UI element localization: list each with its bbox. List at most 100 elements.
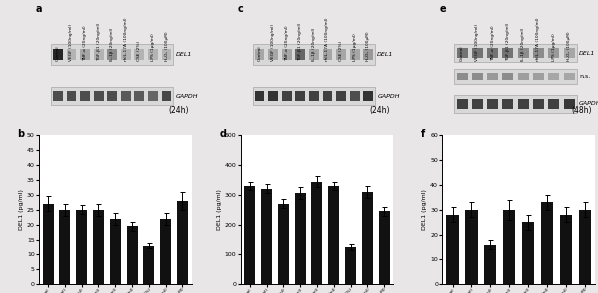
Bar [76, 210, 87, 284]
Text: LPS (1μg/ml): LPS (1μg/ml) [151, 33, 155, 61]
Bar [161, 49, 172, 60]
Bar [336, 49, 346, 60]
Text: GAPDH: GAPDH [176, 94, 198, 99]
Bar [548, 48, 559, 58]
Bar [121, 49, 131, 60]
Bar [110, 219, 121, 284]
Bar [487, 99, 498, 108]
Bar [362, 192, 373, 284]
Bar [278, 204, 289, 284]
Text: CSE (2%): CSE (2%) [138, 41, 141, 61]
Bar [472, 73, 483, 81]
Bar [80, 91, 90, 101]
Text: CSE (2%): CSE (2%) [339, 41, 343, 61]
Bar [94, 91, 103, 101]
Bar [518, 48, 529, 58]
Bar [472, 99, 483, 108]
Bar [447, 215, 459, 284]
Text: IL-1β (20ng/ml): IL-1β (20ng/ml) [312, 28, 316, 61]
Bar [522, 222, 534, 284]
Bar [350, 49, 359, 60]
Bar [336, 91, 346, 101]
Text: VEGF (100ng/ml): VEGF (100ng/ml) [271, 24, 275, 61]
Text: TGF-β1 (20ng/ml): TGF-β1 (20ng/ml) [298, 23, 303, 61]
Bar [560, 215, 572, 284]
Bar [282, 91, 292, 101]
Bar [42, 204, 54, 284]
Bar [66, 91, 77, 101]
Text: Control: Control [258, 45, 261, 61]
Bar [53, 49, 63, 60]
Bar [107, 91, 117, 101]
Bar [548, 73, 559, 81]
Text: DEL1: DEL1 [176, 52, 192, 57]
Bar [533, 73, 544, 81]
Text: (24h): (24h) [370, 106, 390, 115]
Bar [465, 210, 478, 284]
Text: H₂O₂ (100μM): H₂O₂ (100μM) [366, 31, 370, 61]
Bar [379, 211, 389, 284]
Bar [533, 99, 544, 108]
Bar [322, 91, 332, 101]
Bar [503, 210, 515, 284]
Bar [518, 73, 529, 81]
Bar [454, 69, 576, 84]
Bar [457, 48, 468, 58]
Text: GAPDH: GAPDH [579, 101, 598, 106]
Text: VEGF (100ng/ml): VEGF (100ng/ml) [475, 24, 480, 61]
Text: Control: Control [460, 45, 464, 61]
Bar [253, 44, 375, 64]
Bar [345, 247, 356, 284]
Bar [309, 91, 319, 101]
Bar [148, 91, 158, 101]
Text: DEL1: DEL1 [377, 52, 393, 57]
Text: IL-1β (20ng/ml): IL-1β (20ng/ml) [110, 28, 114, 61]
Text: TNF-α (20ng/ml): TNF-α (20ng/ml) [285, 25, 289, 61]
Text: LPS (1μg/ml): LPS (1μg/ml) [552, 33, 556, 61]
Bar [135, 91, 144, 101]
Bar [51, 87, 173, 105]
Bar [295, 91, 305, 101]
Text: VEGF (100ng/ml): VEGF (100ng/ml) [69, 24, 74, 61]
Bar [53, 91, 63, 101]
Text: n.s.: n.s. [579, 74, 590, 79]
Text: H₂O₂ (100μM): H₂O₂ (100μM) [164, 31, 169, 61]
Bar [457, 73, 468, 81]
Bar [457, 99, 468, 108]
Bar [563, 99, 575, 108]
Bar [94, 49, 103, 60]
Bar [107, 49, 117, 60]
Bar [59, 210, 71, 284]
Bar [350, 91, 359, 101]
Bar [578, 210, 591, 284]
Bar [253, 87, 375, 105]
Bar [269, 49, 278, 60]
Bar [364, 49, 373, 60]
Bar [364, 91, 373, 101]
Text: LPS (1μg/ml): LPS (1μg/ml) [353, 33, 356, 61]
Bar [487, 73, 498, 81]
Bar [66, 49, 77, 60]
Text: H₂O₂ (100μM): H₂O₂ (100μM) [567, 31, 571, 61]
Text: DEL1: DEL1 [579, 51, 596, 56]
Text: a: a [36, 4, 42, 14]
Text: d: d [219, 130, 226, 139]
Text: TNF-α (20ng/ml): TNF-α (20ng/ml) [83, 25, 87, 61]
Text: (48h): (48h) [572, 106, 592, 115]
Bar [269, 91, 278, 101]
Bar [322, 49, 332, 60]
Text: IL-1β (20ng/ml): IL-1β (20ng/ml) [521, 28, 525, 61]
Bar [563, 48, 575, 58]
Y-axis label: DEL1 (pg/ml): DEL1 (pg/ml) [19, 189, 24, 230]
Y-axis label: DEL1 (pg/ml): DEL1 (pg/ml) [217, 189, 222, 230]
Text: rhIL-17A (100ng/ml): rhIL-17A (100ng/ml) [536, 17, 541, 61]
Bar [245, 186, 255, 284]
Bar [160, 219, 171, 284]
Text: f: f [421, 130, 425, 139]
Text: TNF-α (20ng/ml): TNF-α (20ng/ml) [490, 25, 495, 61]
Bar [295, 49, 305, 60]
Text: c: c [237, 4, 243, 14]
Bar [518, 99, 529, 108]
Bar [533, 48, 544, 58]
Bar [148, 49, 158, 60]
